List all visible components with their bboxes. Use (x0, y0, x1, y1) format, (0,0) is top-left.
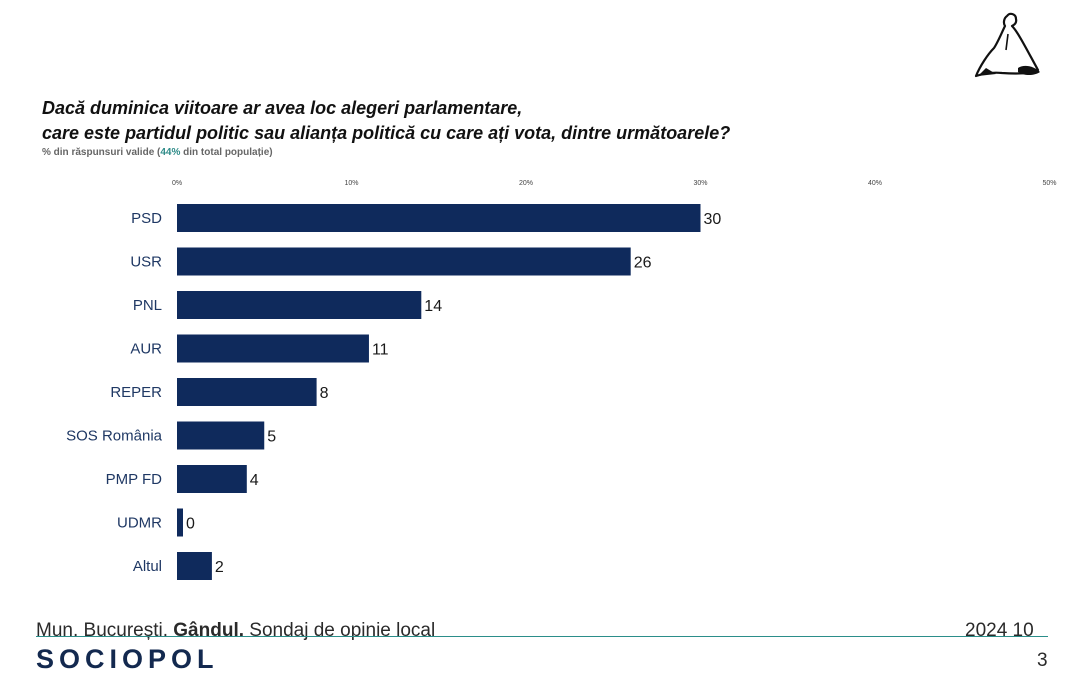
footer-location: Mun. București. (36, 620, 168, 641)
x-tick-label: 30% (693, 180, 707, 187)
thinker-logo-icon (974, 12, 1040, 78)
value-label: 26 (634, 255, 652, 272)
x-tick-label: 0% (172, 180, 182, 187)
category-label: UDMR (117, 515, 162, 532)
category-label: PMP FD (106, 471, 163, 488)
bar (177, 291, 422, 319)
bar (177, 204, 701, 232)
category-label: AUR (130, 341, 162, 358)
value-label: 11 (372, 342, 389, 359)
value-label: 5 (267, 429, 276, 446)
value-label: 8 (320, 385, 329, 402)
bar (177, 421, 265, 450)
valid-share-value: 44% (160, 147, 181, 158)
footer-date: 2024 10 (965, 620, 1034, 641)
value-label: 0 (186, 516, 195, 533)
footer-source: Mun. București. Gândul. Sondaj de opinie… (36, 620, 435, 642)
x-tick-label: 40% (868, 180, 882, 187)
category-label: Altul (133, 558, 162, 575)
bar (177, 334, 369, 363)
title-line-1: Dacă duminica viitoare ar avea loc alege… (42, 98, 523, 118)
footer-survey: Sondaj de opinie local (249, 620, 436, 641)
x-tick-label: 20% (519, 180, 533, 187)
footer-divider (36, 636, 1048, 637)
x-tick-label: 10% (344, 180, 358, 187)
chart-subtitle: % din răspunsuri valide (44% din total p… (42, 147, 273, 158)
bar (177, 465, 247, 493)
category-label: SOS România (66, 428, 163, 445)
brand-logo: SOCIOPOL (36, 644, 219, 674)
footer-client: Gândul. (173, 620, 245, 641)
x-tick-label: 50% (1042, 180, 1056, 187)
title-line-2: care este partidul politic sau alianța p… (42, 123, 731, 143)
bar-chart: 0% 10% 20% 30% 40% 50% PSD 30 USR 26 PNL 14 AUR 11 REP… (66, 180, 1057, 580)
category-label: PSD (131, 210, 162, 227)
page-number: 3 (1037, 650, 1048, 671)
value-label: 2 (215, 559, 224, 576)
chart-title: Dacă duminica viitoare ar avea loc alege… (42, 96, 730, 146)
bar (177, 247, 631, 276)
bar (177, 552, 212, 580)
category-label: PNL (133, 297, 162, 314)
category-label: USR (130, 254, 162, 271)
bar (177, 378, 317, 406)
value-label: 4 (250, 472, 259, 489)
category-label: REPER (110, 384, 162, 401)
value-label: 14 (424, 298, 442, 315)
subtitle-suffix: din total populație) (180, 147, 273, 158)
value-label: 30 (704, 211, 722, 228)
bar (177, 508, 183, 537)
subtitle-prefix: % din răspunsuri valide ( (42, 147, 161, 158)
